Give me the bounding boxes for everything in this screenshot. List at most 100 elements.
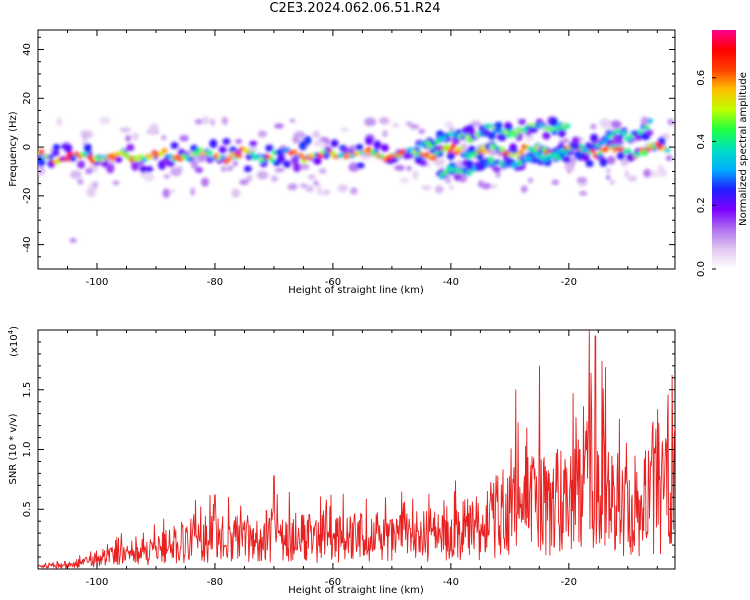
- spectrogram-cell: [479, 145, 486, 151]
- spectrogram-cell: [665, 155, 673, 162]
- spectrogram-cell: [628, 134, 633, 139]
- spectrogram-cell: [611, 120, 622, 129]
- spectrogram-cell: [450, 131, 457, 137]
- spectrogram-cell: [457, 149, 462, 154]
- spectrogram-cell: [606, 167, 611, 174]
- spectrogram-cell: [317, 153, 324, 159]
- spectrogram-cell: [498, 146, 505, 152]
- snr-y-axis-label: SNR (10 * v/v): [8, 413, 19, 484]
- spectrogram-cell: [518, 149, 525, 155]
- spectrogram-cell: [69, 170, 82, 179]
- spectrogram-cell: [640, 116, 650, 127]
- spectrogram-cell: [412, 170, 419, 179]
- spectrogram-cell: [119, 127, 131, 133]
- spectrogram-cell: [350, 187, 358, 195]
- spectrogram-cell: [340, 127, 350, 132]
- spectrogram-cell: [601, 140, 608, 146]
- spectrogram-cell: [300, 183, 307, 188]
- spectrogram-cell: [625, 148, 632, 154]
- spectrogram-cell: [330, 139, 339, 148]
- snr-y-multiplier: (x104): [7, 326, 20, 357]
- spectrogram-cell: [437, 152, 444, 158]
- spectrogram-cell: [270, 175, 278, 182]
- spectrogram-cell: [446, 151, 455, 161]
- spectrogram-cell: [511, 148, 518, 154]
- spectrogram-cell: [599, 118, 611, 128]
- spectrogram-cell: [231, 188, 241, 198]
- spectrogram-cell: [488, 149, 498, 156]
- spectrogram-cell: [190, 187, 196, 196]
- spectrogram-cell: [654, 141, 661, 147]
- spectrogram-cell: [52, 144, 61, 151]
- spectrogram-cell: [139, 165, 148, 174]
- spectrogram-cell: [38, 165, 46, 176]
- spectrogram-cell: [477, 150, 482, 154]
- spectrogram-cell: [506, 133, 512, 138]
- spectrogram-cell: [226, 156, 233, 162]
- spectrogram-cell: [620, 157, 629, 167]
- spectrogram-cell: [201, 116, 210, 125]
- spectrogram-cell: [664, 147, 671, 153]
- colorbar-tick-label: 0.4: [696, 134, 707, 150]
- spectrogram-cell: [161, 135, 167, 141]
- spectrogram-cell: [243, 165, 252, 173]
- spectrogram-cell: [492, 166, 501, 173]
- spectrogram-cell: [487, 131, 496, 141]
- spectrogram-cell: [239, 179, 249, 186]
- y-tick-label: 0: [22, 144, 33, 150]
- x-tick-label: -40: [443, 277, 459, 288]
- spectrogram-cell: [643, 168, 652, 178]
- y-tick-label: -20: [22, 188, 33, 204]
- spectrogram-cell: [535, 145, 540, 150]
- spectrogram-cell: [430, 155, 437, 161]
- spectrogram-cell: [92, 180, 99, 190]
- spectrogram-cell: [494, 121, 503, 129]
- spectrogram-cell: [405, 121, 413, 126]
- spectrogram-cell: [616, 151, 625, 161]
- spectrogram-cell: [289, 118, 296, 123]
- spectrogram-cell: [509, 152, 514, 156]
- spectrogram-x-axis-label: Height of straight line (km): [288, 285, 424, 296]
- spectrogram-cell: [562, 138, 570, 143]
- spectrogram-cell: [197, 147, 204, 153]
- spectrogram-cell: [399, 177, 409, 184]
- spectrogram-cell: [190, 159, 199, 170]
- snr-series-line: [38, 330, 675, 569]
- spectrogram-cell: [369, 149, 375, 154]
- spectrogram-cell: [564, 162, 572, 172]
- spectrogram-cell: [56, 117, 63, 126]
- spectrogram-cell: [147, 127, 158, 136]
- spectrogram-cell: [130, 132, 140, 141]
- spectrogram-cell: [512, 132, 519, 138]
- colorbar-ticks: 0.0 0.2 0.4 0.6: [696, 70, 716, 277]
- spectrogram-cell: [257, 130, 268, 138]
- spectrogram-cell: [644, 124, 649, 129]
- spectrogram-cell: [428, 144, 435, 149]
- y-tick-label: 1.0: [22, 442, 33, 458]
- spectrogram-cell: [209, 139, 218, 149]
- spectrogram-cell: [249, 150, 256, 156]
- spectrogram-cell: [106, 163, 115, 174]
- spectrogram-cell: [222, 163, 230, 169]
- spectrogram-cell: [606, 155, 616, 165]
- spectrogram-cell: [378, 117, 390, 125]
- spectrogram-cell: [48, 154, 54, 160]
- spectrogram-cell: [450, 143, 457, 149]
- spectrogram-cell: [273, 123, 284, 129]
- spectrogram-cell: [222, 138, 231, 145]
- spectrogram-cell: [148, 154, 155, 160]
- spectrogram-cell: [313, 157, 322, 165]
- spectrogram-cell: [161, 148, 168, 154]
- spectrogram-cell: [195, 166, 203, 174]
- spectrogram-cell: [299, 163, 310, 171]
- spectrogram-cell: [206, 150, 213, 156]
- spectrogram-cell: [551, 130, 558, 136]
- x-tick-label: -60: [325, 577, 341, 588]
- spectrogram-cell: [551, 179, 560, 186]
- svg-text:(x104): (x104): [7, 326, 20, 357]
- spectrogram-cell: [201, 177, 209, 187]
- spectrogram-cell: [82, 131, 89, 141]
- spectrogram-cell: [482, 149, 489, 155]
- spectrogram-cell: [69, 237, 77, 243]
- spectrogram-cell: [187, 157, 194, 162]
